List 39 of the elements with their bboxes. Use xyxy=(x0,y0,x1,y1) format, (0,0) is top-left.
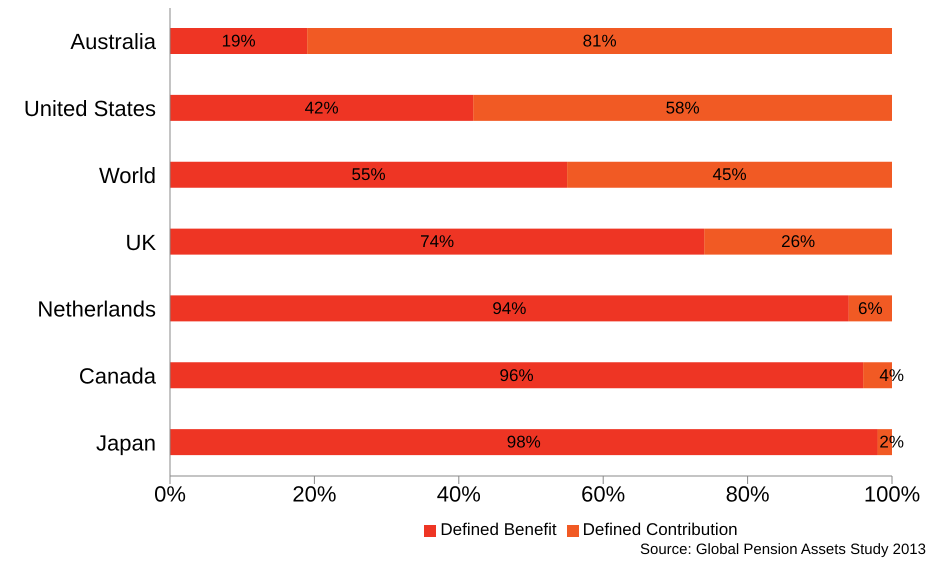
bar xyxy=(170,28,308,54)
bar xyxy=(170,362,864,388)
x-tick-label: 40% xyxy=(436,482,481,507)
data-label: 58% xyxy=(666,98,700,118)
x-tick-label: 0% xyxy=(154,482,186,507)
source-note: Source: Global Pension Assets Study 2013 xyxy=(640,541,926,558)
y-tick-label: Australia xyxy=(70,29,157,54)
x-tick-label: 80% xyxy=(726,482,770,507)
bar xyxy=(170,429,878,456)
data-label: 98% xyxy=(506,432,541,452)
data-label: 19% xyxy=(222,32,256,50)
y-tick-label: Netherlands xyxy=(37,296,156,322)
legend-label: Defined Benefit xyxy=(440,520,557,539)
bar xyxy=(170,228,704,255)
data-label: 55% xyxy=(352,165,386,184)
bar xyxy=(170,162,568,188)
legend-label: Defined Contribution xyxy=(582,520,738,539)
data-label: 45% xyxy=(712,165,747,184)
y-tick-label: UK xyxy=(125,230,156,255)
y-tick-label: World xyxy=(98,162,156,188)
bar xyxy=(567,162,892,188)
bar xyxy=(170,94,474,121)
data-label: 81% xyxy=(582,32,617,50)
data-label: 96% xyxy=(500,366,534,385)
y-tick-label: Japan xyxy=(96,430,156,456)
bar xyxy=(170,295,849,322)
x-tick-label: 60% xyxy=(581,482,626,507)
y-tick-label: United States xyxy=(24,96,156,122)
bar xyxy=(704,228,892,255)
x-tick-label: 20% xyxy=(292,482,336,507)
bar xyxy=(307,28,892,54)
data-label: 94% xyxy=(492,298,526,318)
y-tick-label: Canada xyxy=(78,364,157,389)
data-label: 42% xyxy=(304,98,339,118)
bar xyxy=(473,94,892,121)
data-label: 6% xyxy=(858,298,883,318)
data-label: 74% xyxy=(420,232,454,252)
data-label: 26% xyxy=(781,232,816,252)
x-tick-label: 100% xyxy=(864,482,920,507)
